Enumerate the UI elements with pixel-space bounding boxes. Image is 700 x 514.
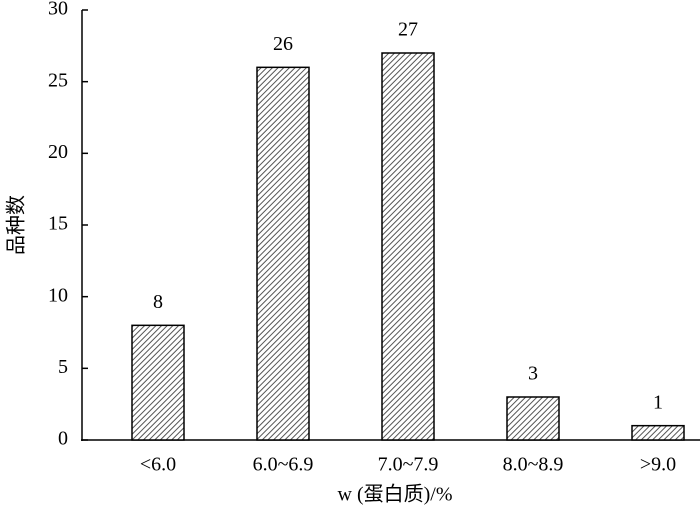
x-axis-label: w (蛋白质)/%: [338, 483, 453, 506]
bar: [256, 66, 310, 441]
bar: [381, 52, 435, 441]
data-label: 8: [153, 291, 163, 313]
bar: [506, 396, 560, 441]
x-tick-label: 7.0~7.9: [378, 454, 439, 476]
y-tick-label: 20: [48, 141, 68, 163]
y-axis-label: 品种数: [5, 195, 28, 255]
bar: [131, 324, 185, 441]
y-tick-label: 25: [48, 69, 68, 91]
y-tick-label: 30: [48, 0, 68, 20]
data-label: 27: [398, 19, 418, 41]
y-tick-label: 0: [58, 428, 68, 450]
data-label: 1: [653, 391, 663, 413]
x-tick-label: >9.0: [640, 454, 676, 476]
y-tick-label: 10: [48, 284, 68, 306]
x-tick-label: <6.0: [140, 454, 176, 476]
data-label: 3: [528, 363, 538, 385]
x-tick-label: 8.0~8.9: [503, 454, 564, 476]
bar: [631, 424, 685, 441]
y-tick-label: 15: [48, 213, 68, 235]
y-tick-label: 5: [58, 356, 68, 378]
x-tick-label: 6.0~6.9: [253, 454, 314, 476]
data-label: 26: [273, 33, 293, 55]
